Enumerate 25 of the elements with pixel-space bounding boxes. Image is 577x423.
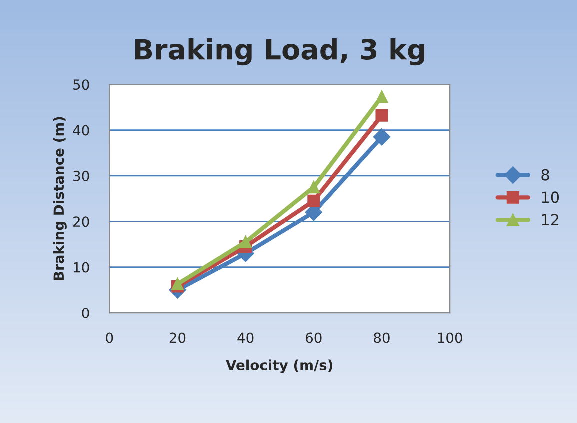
- x-tick-label: 100: [438, 332, 462, 344]
- x-tick-label: 0: [106, 332, 114, 344]
- point: [373, 128, 391, 146]
- y-tick-label: 30: [74, 170, 90, 182]
- x-axis-title: Velocity (m/s): [226, 360, 333, 374]
- point: [376, 90, 388, 104]
- point: [171, 278, 184, 290]
- point: [240, 236, 252, 248]
- legend-label: 10: [542, 192, 560, 204]
- y-tick-label: 0: [82, 308, 90, 318]
- point: [308, 194, 320, 208]
- y-tick-label: 10: [74, 262, 90, 273]
- x-tick-label: 80: [374, 332, 390, 344]
- chart-title: Braking Load, 3 kg: [135, 38, 424, 66]
- point: [376, 109, 388, 122]
- y-tick-label: 40: [73, 125, 90, 136]
- legend-label: 8: [542, 169, 550, 181]
- point: [308, 181, 320, 194]
- y-tick-label: 20: [74, 216, 90, 228]
- y-axis-title: Braking Distance (m): [53, 117, 67, 280]
- y-tick-label: 50: [74, 80, 90, 90]
- x-tick-label: 20: [170, 332, 186, 344]
- legend-label: 12: [542, 214, 559, 226]
- x-tick-label: 60: [306, 332, 322, 344]
- x-tick-label: 40: [238, 332, 254, 344]
